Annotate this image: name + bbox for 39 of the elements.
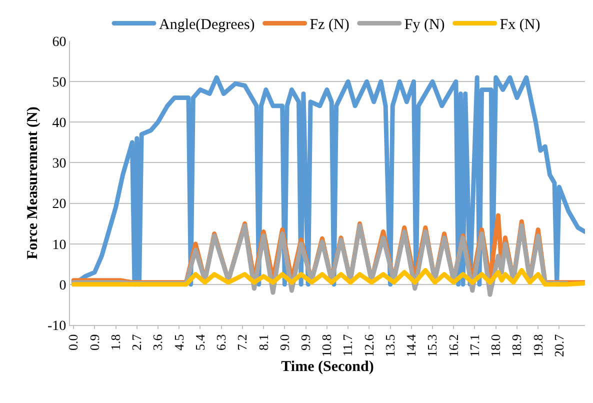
- x-tick-label: 1.8: [108, 334, 123, 350]
- x-tick-label: 7.2: [234, 334, 250, 350]
- x-tick-label: 13.5: [382, 334, 398, 357]
- y-tick-label: 10: [52, 238, 66, 253]
- x-tick-label: 4.5: [171, 334, 186, 350]
- x-tick-label: 2.7: [129, 334, 144, 350]
- x-axis-title: Time (Second): [281, 358, 374, 375]
- x-tick-label: 5.4: [192, 334, 208, 350]
- x-tick-label: 15.3: [424, 334, 440, 357]
- y-tick-label: 50: [52, 75, 66, 90]
- y-tick-label: 20: [52, 197, 66, 212]
- x-tick-label: 18.9: [509, 334, 524, 357]
- x-tick-label: 9.9: [298, 334, 314, 350]
- x-tick-label: 20.7: [551, 334, 566, 357]
- legend-label: Fy (N): [404, 17, 445, 34]
- line-series: [71, 268, 585, 287]
- legend-label: Angle(Degrees): [159, 17, 255, 34]
- x-tick-label: 6.3: [214, 334, 229, 350]
- y-tick-label: 0: [59, 278, 66, 294]
- y-tick-label: 40: [52, 116, 66, 132]
- legend-label: Fx (N): [500, 17, 540, 34]
- x-tick-label: 16.2: [446, 334, 461, 357]
- x-tick-label: 0.9: [86, 334, 102, 350]
- x-tick-label: 17.1: [466, 334, 482, 357]
- legend-label: Fz (N): [310, 17, 350, 34]
- x-tick-label: 19.8: [530, 334, 546, 357]
- x-tick-label: 18.0: [488, 334, 504, 357]
- y-tick-label: 60: [52, 34, 66, 50]
- x-tick-label: 11.7: [340, 334, 356, 356]
- x-tick-label: 9.0: [276, 334, 292, 350]
- y-axis-title: Force Measurement (N): [24, 106, 41, 260]
- x-tick-label: 12.6: [361, 334, 376, 357]
- x-tick-label: 8.1: [256, 334, 271, 350]
- x-tick-label: 0.0: [66, 334, 81, 350]
- y-tick-label: -10: [48, 318, 66, 334]
- x-tick-label: 3.6: [150, 334, 166, 350]
- x-tick-label: 10.8: [319, 334, 334, 357]
- y-tick-label: 30: [52, 156, 66, 172]
- x-tick-label: 14.4: [404, 334, 419, 357]
